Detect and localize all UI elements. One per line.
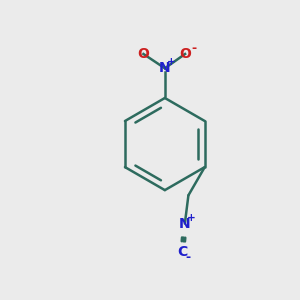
Text: O: O (137, 47, 149, 61)
Text: N: N (159, 61, 171, 75)
Text: C: C (177, 245, 188, 259)
Text: N: N (179, 217, 191, 231)
Text: +: + (167, 57, 176, 67)
Text: -: - (191, 42, 196, 55)
Text: -: - (185, 250, 190, 264)
Text: +: + (187, 213, 196, 223)
Text: O: O (179, 47, 191, 61)
